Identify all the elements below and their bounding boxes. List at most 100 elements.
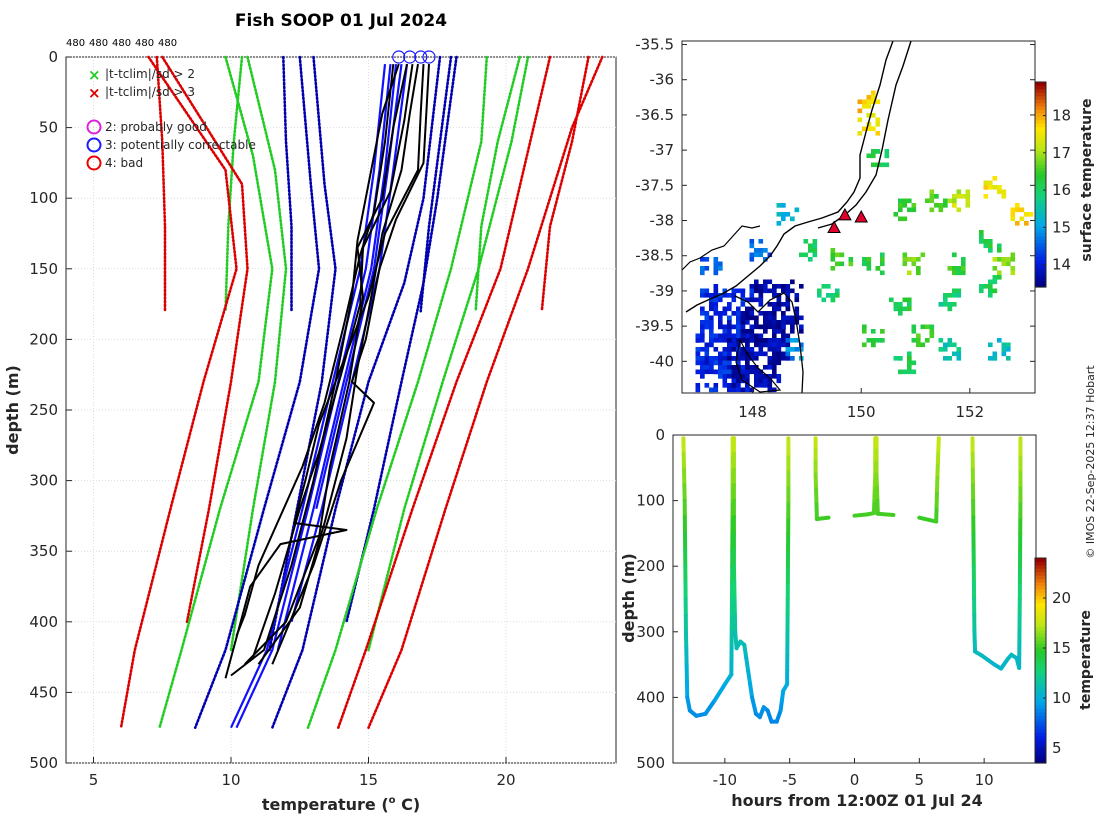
sst-pixel bbox=[727, 338, 732, 343]
sst-pixel bbox=[794, 297, 800, 303]
sst-pixel bbox=[956, 189, 962, 195]
sst-pixel bbox=[956, 270, 962, 276]
colorbar-segment bbox=[1035, 581, 1046, 586]
sst-pixel bbox=[736, 356, 741, 361]
sst-pixel bbox=[916, 266, 921, 271]
flag3-marker bbox=[422, 50, 436, 64]
sst-pixel bbox=[758, 342, 764, 348]
flag3-marker bbox=[392, 50, 406, 64]
sst-pixel bbox=[727, 347, 732, 352]
depth-time-ylabel: depth (m) bbox=[619, 553, 638, 643]
sst-pixel bbox=[727, 315, 732, 321]
sst-pixel bbox=[983, 239, 989, 244]
colorbar-segment bbox=[1035, 181, 1046, 186]
sst-pixel bbox=[1015, 207, 1020, 213]
sst-pixel bbox=[907, 302, 912, 307]
sst-pixel bbox=[758, 311, 764, 316]
sst-pixel bbox=[713, 333, 719, 339]
sst-pixel bbox=[736, 378, 741, 384]
sst-pixel bbox=[740, 369, 746, 375]
climatology-line bbox=[367, 55, 604, 730]
sst-pixel bbox=[934, 194, 939, 199]
sst-pixel bbox=[736, 369, 741, 375]
sst-pixel bbox=[772, 374, 777, 379]
sst-pixel bbox=[700, 329, 705, 334]
sst-pixel bbox=[902, 216, 908, 222]
sst-pixel bbox=[709, 387, 714, 393]
sst-pixel bbox=[1015, 221, 1020, 226]
sst-pixel bbox=[979, 230, 984, 235]
sst-pixel bbox=[983, 243, 989, 249]
sst-pixel bbox=[700, 270, 705, 276]
sst-pixel bbox=[893, 356, 899, 361]
sst-pixel bbox=[758, 378, 764, 384]
profile-plot-frame bbox=[65, 56, 617, 764]
sst-pixel bbox=[992, 185, 998, 190]
sst-pixel bbox=[749, 387, 755, 393]
sst-pixel bbox=[695, 356, 701, 361]
sst-pixel bbox=[871, 99, 876, 105]
colorbar-segment bbox=[1035, 95, 1046, 100]
sst-pixel bbox=[785, 342, 791, 348]
colorbar-segment bbox=[1035, 225, 1046, 230]
sst-pixel bbox=[758, 333, 764, 339]
colorbar-segment bbox=[1035, 126, 1046, 131]
sst-pixel bbox=[862, 104, 867, 109]
sst-pixel bbox=[943, 342, 948, 348]
sst-pixel bbox=[952, 194, 957, 199]
sst-pixel bbox=[709, 302, 714, 307]
sst-pixel bbox=[992, 288, 998, 294]
colorbar-segment bbox=[1035, 629, 1046, 634]
sst-pixel bbox=[727, 329, 732, 334]
profile-xlabel: temperature (o C) bbox=[262, 795, 420, 814]
sst-pixel bbox=[749, 288, 755, 294]
sst-pixel bbox=[907, 207, 912, 213]
coastline-islet bbox=[735, 338, 782, 393]
sst-pixel bbox=[727, 324, 732, 330]
sst-pixel bbox=[992, 356, 998, 361]
colorbar-segment bbox=[1035, 677, 1046, 682]
sst-pixel bbox=[790, 320, 795, 325]
sst-pixel bbox=[1010, 266, 1016, 271]
sst-pixel bbox=[835, 288, 840, 294]
temperature-profile bbox=[252, 63, 414, 658]
sst-pixel bbox=[880, 252, 885, 258]
sst-pixel bbox=[776, 302, 782, 307]
sst-pixel bbox=[718, 351, 723, 357]
sst-pixel bbox=[871, 153, 876, 159]
sst-pixel bbox=[781, 315, 786, 321]
map-colorbar: 14 15 16 17 18 bbox=[1034, 81, 1071, 288]
sst-pixel bbox=[695, 338, 701, 343]
sst-pixel bbox=[1010, 212, 1016, 217]
sst-pixel bbox=[736, 333, 741, 339]
colorbar-segment bbox=[1035, 102, 1046, 107]
sst-pixel bbox=[713, 356, 719, 361]
temperature-profile bbox=[244, 63, 408, 665]
colorbar-segment bbox=[1035, 249, 1046, 254]
y-tick-label: 200 bbox=[29, 330, 58, 348]
dt-y-tick-label: 100 bbox=[636, 492, 665, 510]
colorbar-segment bbox=[1035, 578, 1046, 583]
dt-x-tick-label: -10 bbox=[713, 771, 738, 789]
sst-pixel bbox=[745, 329, 750, 334]
sst-pixel bbox=[988, 356, 993, 361]
sst-pixel bbox=[767, 360, 773, 366]
sst-pixel bbox=[776, 203, 782, 208]
colorbar-tick-label: 15 bbox=[1052, 218, 1071, 236]
station-marker bbox=[838, 207, 852, 221]
sst-pixel bbox=[857, 117, 863, 123]
sst-pixel bbox=[943, 203, 948, 208]
map-y-tick-label: -36.5 bbox=[635, 106, 674, 124]
colorbar-segment bbox=[1035, 208, 1046, 213]
sst-pixel bbox=[727, 342, 732, 348]
sst-pixel bbox=[952, 351, 957, 357]
sst-pixel bbox=[727, 306, 732, 312]
sst-pixel bbox=[907, 356, 912, 361]
sst-pixel bbox=[722, 306, 728, 312]
sst-pixel bbox=[983, 194, 989, 199]
sst-pixel bbox=[893, 306, 899, 312]
sst-pixel bbox=[754, 378, 759, 384]
x-tick-label: 5 bbox=[89, 771, 99, 789]
sst-pixel bbox=[713, 297, 719, 303]
